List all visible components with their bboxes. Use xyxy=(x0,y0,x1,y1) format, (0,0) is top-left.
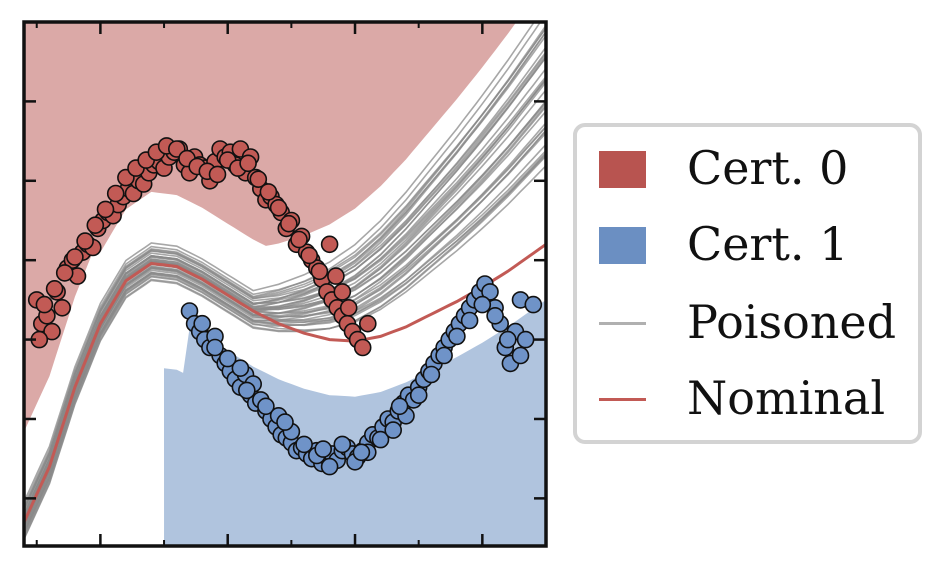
class0-point xyxy=(76,232,94,250)
class0-point xyxy=(249,170,268,188)
data-points xyxy=(27,137,543,476)
class0-point xyxy=(279,214,298,233)
class1-point xyxy=(486,306,504,325)
poisoned-line xyxy=(24,105,546,532)
poisoned-line xyxy=(24,22,542,509)
class0-point xyxy=(53,298,72,317)
class1-point xyxy=(498,330,517,349)
cert0-region xyxy=(24,22,517,432)
class1-point xyxy=(511,346,530,365)
class1-point xyxy=(481,283,499,301)
class0-point xyxy=(333,283,352,301)
class1-point xyxy=(218,349,237,368)
legend-label-nominal: Nominal xyxy=(687,371,886,425)
poisoned-line xyxy=(24,100,546,530)
legend-item-cert1: Cert. 1 xyxy=(577,207,918,277)
class1-point xyxy=(333,435,352,454)
nominal-line-swatch xyxy=(599,398,646,401)
nominal-boundary xyxy=(24,243,546,523)
class1-point xyxy=(295,435,313,454)
class1-point xyxy=(448,327,466,346)
class0-point xyxy=(290,230,308,249)
class0-point xyxy=(358,314,377,333)
class1-point xyxy=(390,397,409,416)
class0-point xyxy=(310,262,329,281)
class1-point xyxy=(231,359,250,378)
class1-point xyxy=(473,295,492,314)
poisoned-line-swatch xyxy=(599,322,646,325)
legend-label-poisoned: Poisoned xyxy=(687,295,897,349)
class0-point xyxy=(239,154,257,173)
cert0-swatch xyxy=(599,151,646,188)
class0-point xyxy=(45,279,64,298)
legend-label-cert1: Cert. 1 xyxy=(687,217,849,271)
poisoned-line xyxy=(24,22,536,503)
class1-point xyxy=(352,443,371,462)
legend-item-nominal: Nominal xyxy=(577,361,918,431)
class1-point xyxy=(516,330,535,349)
axis-ticks xyxy=(24,22,546,546)
class1-point xyxy=(422,365,441,384)
class0-point xyxy=(35,295,54,314)
poisoned-line xyxy=(24,24,546,517)
legend-item-poisoned: Poisoned xyxy=(577,285,918,355)
class0-point xyxy=(269,199,288,217)
class1-point xyxy=(276,413,294,431)
class0-point xyxy=(339,298,358,317)
class0-point xyxy=(55,264,74,282)
class0-point xyxy=(106,184,125,203)
class1-point xyxy=(435,346,453,365)
class0-point xyxy=(353,338,372,357)
class1-point xyxy=(460,311,479,330)
class1-point xyxy=(314,440,333,458)
class0-point xyxy=(208,165,227,184)
legend: Cert. 0 Cert. 1 Poisoned Nominal xyxy=(573,123,922,444)
class0-point xyxy=(327,267,345,285)
class1-point xyxy=(238,381,256,400)
poisoned-line xyxy=(24,78,546,527)
class1-point xyxy=(384,421,403,439)
cert1-swatch xyxy=(599,227,646,264)
class0-point xyxy=(320,235,339,254)
class1-point xyxy=(257,397,275,416)
class0-point xyxy=(259,183,278,201)
class1-point xyxy=(320,457,339,476)
class0-point xyxy=(86,216,105,234)
class1-point xyxy=(206,338,224,357)
legend-item-cert0: Cert. 0 xyxy=(577,131,918,201)
class1-point xyxy=(371,430,390,449)
plot-frame xyxy=(22,20,548,548)
class0-point xyxy=(96,200,115,219)
class0-point xyxy=(300,246,319,265)
poisoned-line xyxy=(24,153,546,540)
legend-label-cert0: Cert. 0 xyxy=(687,141,849,195)
class0-point xyxy=(43,322,61,341)
class1-point xyxy=(524,295,543,314)
class0-point xyxy=(66,248,84,266)
class1-point xyxy=(409,386,428,405)
class1-point xyxy=(193,314,211,333)
